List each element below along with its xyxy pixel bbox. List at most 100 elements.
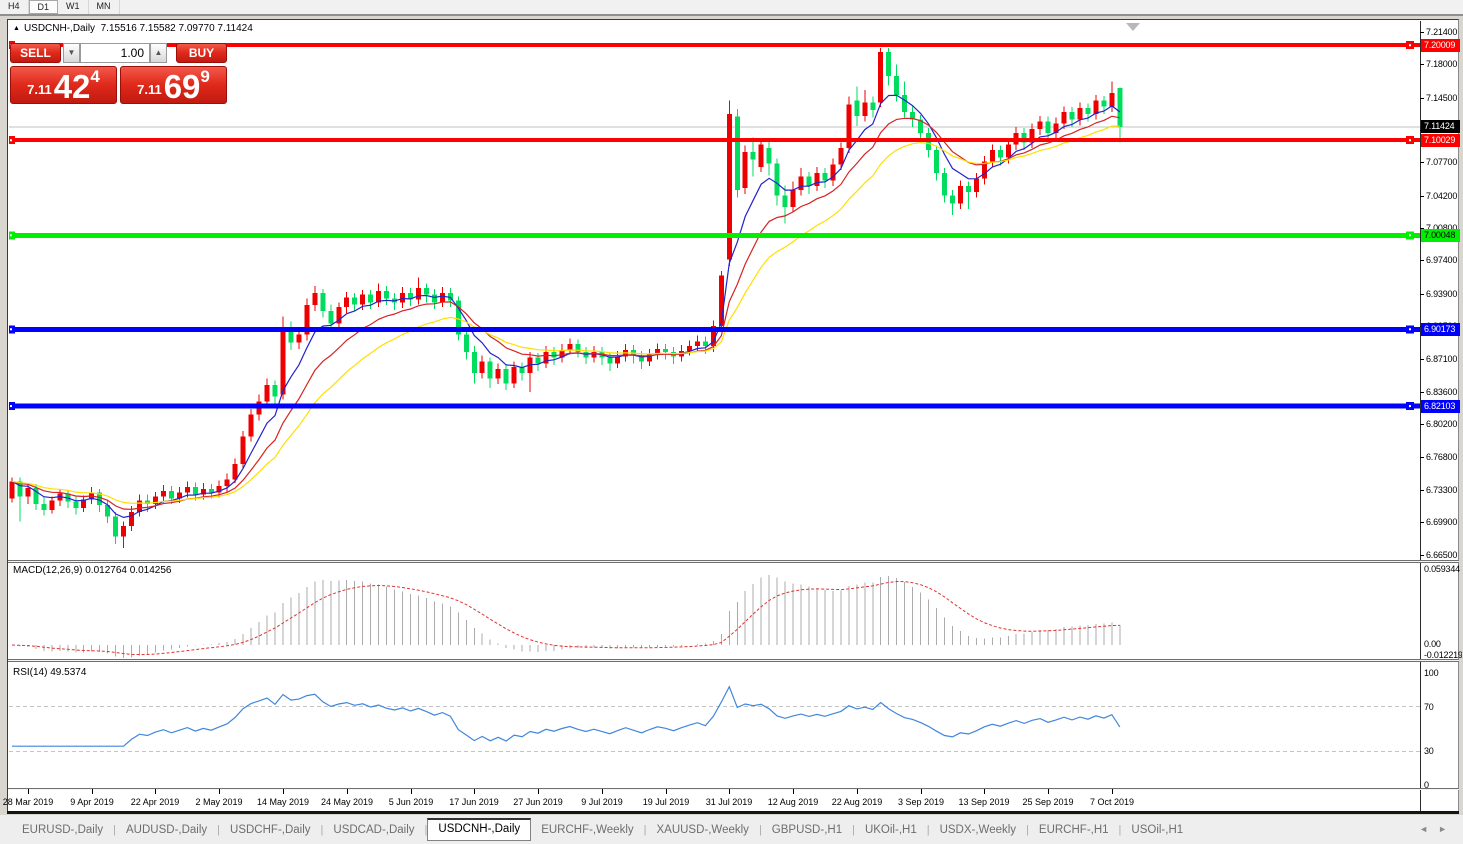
price-tick-label: 7.00800 <box>1426 223 1458 233</box>
price-tick-mark <box>1420 424 1424 425</box>
hline-price-badge: 7.00048 <box>1421 229 1460 242</box>
sell-price-button[interactable]: 7.11 42 4 <box>10 66 117 104</box>
tabs-scroll-left-icon[interactable]: ◄ <box>1419 824 1439 834</box>
hline-price-badge: 7.10029 <box>1421 134 1460 147</box>
date-tick-mark <box>283 789 284 794</box>
price-tick-mark <box>1420 392 1424 393</box>
date-tick-label: 3 Sep 2019 <box>897 797 945 807</box>
date-tick-label: 12 Aug 2019 <box>767 797 819 807</box>
buy-price-button[interactable]: 7.11 69 9 <box>120 66 227 104</box>
chart-tab-eurchfweekly[interactable]: EURCHF-,Weekly <box>541 823 634 836</box>
date-tick-mark <box>155 789 156 794</box>
chart-tab-usdxweekly[interactable]: USDX-,Weekly <box>939 823 1017 836</box>
chart-tab-xauusdweekly[interactable]: XAUUSD-,Weekly <box>656 823 749 836</box>
rsi-axis-label: 70 <box>1424 702 1434 712</box>
timeframe-button-d1[interactable]: D1 <box>28 0 59 14</box>
date-tick-label: 24 May 2019 <box>320 797 374 807</box>
collapse-panel-icon[interactable]: ▲ <box>13 25 20 32</box>
rsi-label: RSI(14) 49.5374 <box>13 667 87 678</box>
chart-tab-usdchfdaily[interactable]: USDCHF-,Daily <box>230 823 311 836</box>
date-tick-label: 7 Oct 2019 <box>1089 797 1135 807</box>
date-tick-mark <box>793 789 794 794</box>
date-tick-label: 5 Jun 2019 <box>388 797 434 807</box>
sell-price-big-digits: 42 <box>53 68 91 105</box>
price-tick-label: 6.80200 <box>1426 419 1458 429</box>
date-tick-label: 25 Sep 2019 <box>1022 797 1074 807</box>
volume-increase-button[interactable]: ▲ <box>150 43 167 63</box>
price-tick-label: 7.18000 <box>1426 59 1458 69</box>
current-price-badge: 7.11424 <box>1421 120 1460 133</box>
date-tick-label: 17 Jun 2019 <box>449 797 499 807</box>
date-tick-label: 13 Sep 2019 <box>958 797 1010 807</box>
date-tick-mark <box>538 789 539 794</box>
price-tick-label: 6.97400 <box>1426 255 1458 265</box>
price-tick-mark <box>1420 32 1424 33</box>
date-tick-label: 19 Jul 2019 <box>642 797 690 807</box>
sell-button[interactable]: SELL <box>10 43 61 63</box>
tabs-scroll-right-icon[interactable]: ► <box>1438 824 1457 834</box>
macd-axis-min: -0.0122195 <box>1424 650 1462 660</box>
tab-separator: | <box>1026 823 1029 836</box>
date-tick-mark <box>92 789 93 794</box>
chart-shift-marker-icon[interactable] <box>1126 23 1140 31</box>
chart-tab-usdcaddaily[interactable]: USDCAD-,Daily <box>333 823 415 836</box>
sell-price-pip-digit: 4 <box>90 67 100 86</box>
timeframe-button-h4[interactable]: H4 <box>0 0 29 14</box>
price-tick-mark <box>1420 98 1424 99</box>
chart-tab-eurusddaily[interactable]: EURUSD-,Daily <box>22 823 104 836</box>
date-tick-mark <box>347 789 348 794</box>
price-tick-label: 6.73300 <box>1426 485 1458 495</box>
price-tick-mark <box>1420 260 1424 261</box>
price-tick-mark <box>1420 555 1424 556</box>
price-tick-mark <box>1420 457 1424 458</box>
macd-pane-splitter[interactable] <box>8 560 1459 563</box>
price-tick-mark <box>1420 196 1424 197</box>
buy-price-prefix: 7.11 <box>137 82 162 97</box>
chart-tab-usoilh1[interactable]: USOil-,H1 <box>1131 823 1184 836</box>
macd-indicator-canvas[interactable] <box>9 563 1420 659</box>
buy-button[interactable]: BUY <box>176 43 227 63</box>
date-tick-mark <box>474 789 475 794</box>
timeframe-button-w1[interactable]: W1 <box>58 0 89 14</box>
chart-tab-usdcnhdaily[interactable]: USDCNH-,Daily <box>427 818 532 841</box>
chart-tab-eurchfh1[interactable]: EURCHF-,H1 <box>1038 823 1109 836</box>
date-tick-mark <box>1112 789 1113 794</box>
chart-tab-gbpusdh1[interactable]: GBPUSD-,H1 <box>771 823 843 836</box>
price-tick-label: 6.83600 <box>1426 387 1458 397</box>
date-tick-mark <box>921 789 922 794</box>
chart-ohlc-values: 7.15516 7.15582 7.09770 7.11424 <box>100 23 253 34</box>
chart-title: ▲ USDCNH-,Daily 7.15516 7.15582 7.09770 7… <box>13 23 253 34</box>
rsi-axis-label: 100 <box>1424 668 1439 678</box>
window-bottom-border <box>7 811 1459 814</box>
date-tick-mark <box>857 789 858 794</box>
price-tick-mark <box>1420 359 1424 360</box>
volume-decrease-button[interactable]: ▼ <box>63 43 80 63</box>
chart-tab-bar: EURUSD-,Daily | AUDUSD-,Daily | USDCHF-,Dail… <box>0 815 1463 844</box>
price-tick-label: 7.14500 <box>1426 93 1458 103</box>
tab-separator: | <box>320 823 324 836</box>
date-tick-label: 27 Jun 2019 <box>513 797 563 807</box>
date-tick-mark <box>984 789 985 794</box>
price-chart-canvas[interactable] <box>9 21 1420 560</box>
price-tick-label: 6.69900 <box>1426 517 1458 527</box>
price-tick-mark <box>1420 228 1424 229</box>
tab-separator: | <box>643 823 647 836</box>
chart-tab-audusddaily[interactable]: AUDUSD-,Daily <box>126 823 208 836</box>
rsi-indicator-canvas[interactable] <box>9 662 1420 788</box>
rsi-pane-splitter[interactable] <box>8 659 1459 662</box>
tab-separator: | <box>758 823 762 836</box>
price-tick-label: 7.04200 <box>1426 191 1458 201</box>
chart-tab-ukoilh1[interactable]: UKOil-,H1 <box>864 823 917 836</box>
price-tick-mark <box>1420 162 1424 163</box>
macd-label: MACD(12,26,9) 0.012764 0.014256 <box>13 565 172 576</box>
price-axis-divider <box>1420 21 1421 812</box>
hline-price-badge: 6.90173 <box>1421 323 1460 336</box>
volume-input[interactable] <box>80 43 150 63</box>
price-tick-mark <box>1420 522 1424 523</box>
price-tick-label: 7.21400 <box>1426 27 1458 37</box>
price-tick-label: 6.87100 <box>1426 354 1458 364</box>
timeframe-button-mn[interactable]: MN <box>89 0 120 14</box>
price-tick-mark <box>1420 294 1424 295</box>
date-tick-label: 14 May 2019 <box>256 797 310 807</box>
